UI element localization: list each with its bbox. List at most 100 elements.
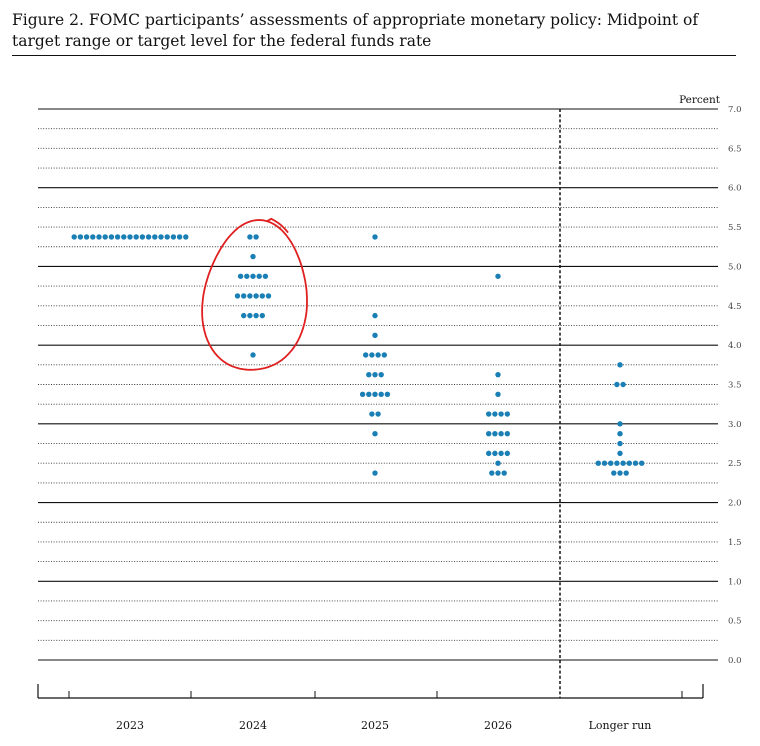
projection-dot (614, 381, 620, 388)
projection-dot (611, 470, 617, 476)
projection-dot (250, 273, 256, 279)
y-tick-label: 0.5 (728, 617, 742, 627)
projection-dot (626, 460, 632, 466)
projection-dot (71, 234, 77, 240)
projection-dot (247, 234, 253, 240)
projection-dot (614, 460, 620, 466)
y-tick-label: 4.0 (728, 341, 742, 351)
projection-dot (241, 293, 247, 299)
x-tick-label: 2024 (239, 719, 267, 732)
projection-dot (366, 391, 372, 398)
projection-dot (375, 352, 381, 358)
projection-dot (623, 470, 629, 476)
projection-dot (595, 460, 601, 466)
projection-dot (495, 470, 501, 476)
projection-dot (504, 411, 510, 417)
projection-dot (359, 391, 366, 398)
projection-dot (164, 234, 170, 240)
projection-dot (183, 234, 189, 240)
projection-dot (601, 460, 608, 466)
projection-dot (102, 234, 108, 240)
y-tick-label: 4.5 (728, 302, 742, 312)
projection-dot (83, 234, 90, 240)
projection-dot (127, 234, 133, 240)
projection-dot (372, 332, 378, 339)
projection-dot (620, 460, 626, 466)
projection-dot (504, 430, 510, 437)
projection-dot (77, 234, 84, 240)
projection-dot (259, 293, 265, 299)
projection-dot (176, 234, 183, 240)
projection-dot (96, 234, 102, 240)
projection-dot (498, 411, 504, 417)
projection-dot (608, 460, 614, 466)
projection-dot (620, 381, 626, 388)
projection-dot (486, 430, 492, 437)
y-tick-label: 2.0 (728, 499, 742, 509)
dots-layer (71, 234, 645, 476)
y-tick-label: 3.5 (728, 381, 742, 391)
projection-dot (121, 234, 127, 240)
projection-dot (492, 430, 498, 437)
projection-dot (372, 371, 378, 378)
projection-dot (381, 352, 387, 358)
x-tick-label: 2025 (361, 719, 389, 732)
projection-dot (372, 391, 378, 398)
y-tick-label: 5.0 (728, 262, 742, 272)
projection-dot (378, 391, 384, 398)
projection-dot (369, 411, 375, 417)
projection-dot (498, 450, 504, 457)
y-tick-label: 1.0 (728, 577, 742, 587)
projection-dot (363, 352, 369, 358)
projection-dot (617, 362, 623, 368)
projection-dot (256, 273, 262, 279)
y-tick-label: 5.5 (728, 223, 742, 233)
projection-dot (384, 391, 391, 398)
projection-dot (378, 371, 384, 378)
projection-dot (495, 391, 501, 398)
x-tick-label: 2023 (116, 719, 144, 732)
projection-dot (114, 234, 121, 240)
projection-dot (259, 312, 265, 319)
projection-dot (495, 371, 501, 378)
projection-dot (375, 411, 381, 417)
projection-dot (262, 273, 269, 279)
projection-dot (108, 234, 115, 240)
projection-dot (133, 234, 139, 240)
projection-dot (158, 234, 164, 240)
projection-dot (247, 293, 253, 299)
x-axis: 2023 2024 2025 2026 Longer run (37, 684, 704, 732)
projection-dot (241, 312, 247, 319)
projection-dot (234, 293, 241, 299)
projection-dot (495, 273, 501, 279)
projection-dot (90, 234, 96, 240)
projection-dot (244, 273, 250, 279)
title-rule (12, 55, 736, 56)
projection-dot (369, 352, 375, 358)
projection-dot (501, 470, 507, 476)
x-tick-label: Longer run (589, 719, 652, 732)
projection-dot (253, 293, 259, 299)
projection-dot (372, 234, 378, 240)
y-tick-label: 0.0 (728, 656, 742, 666)
projection-dot (139, 234, 146, 240)
projection-dot (617, 470, 623, 476)
projection-dot (253, 234, 259, 240)
projection-dot (617, 430, 623, 437)
projection-dot (486, 411, 492, 417)
projection-dot (498, 430, 504, 437)
y-tick-label: 2.5 (728, 459, 742, 469)
projection-dot (170, 234, 177, 240)
y-tick-label: 6.0 (728, 184, 742, 194)
y-axis-tick-labels: 7.0 6.5 6.0 5.5 5.0 4.5 4.0 3.5 3.0 2.5 2.0 1.5 1.0 0… (728, 105, 742, 666)
projection-dot (372, 430, 378, 437)
projection-dot (492, 411, 498, 417)
projection-dot (489, 470, 495, 476)
projection-dot (617, 440, 623, 447)
y-axis-unit-label: Percent (679, 94, 721, 106)
y-tick-label: 3.0 (728, 420, 742, 430)
projection-dot (145, 234, 152, 240)
y-tick-label: 1.5 (728, 538, 742, 548)
projection-dot (247, 312, 253, 319)
